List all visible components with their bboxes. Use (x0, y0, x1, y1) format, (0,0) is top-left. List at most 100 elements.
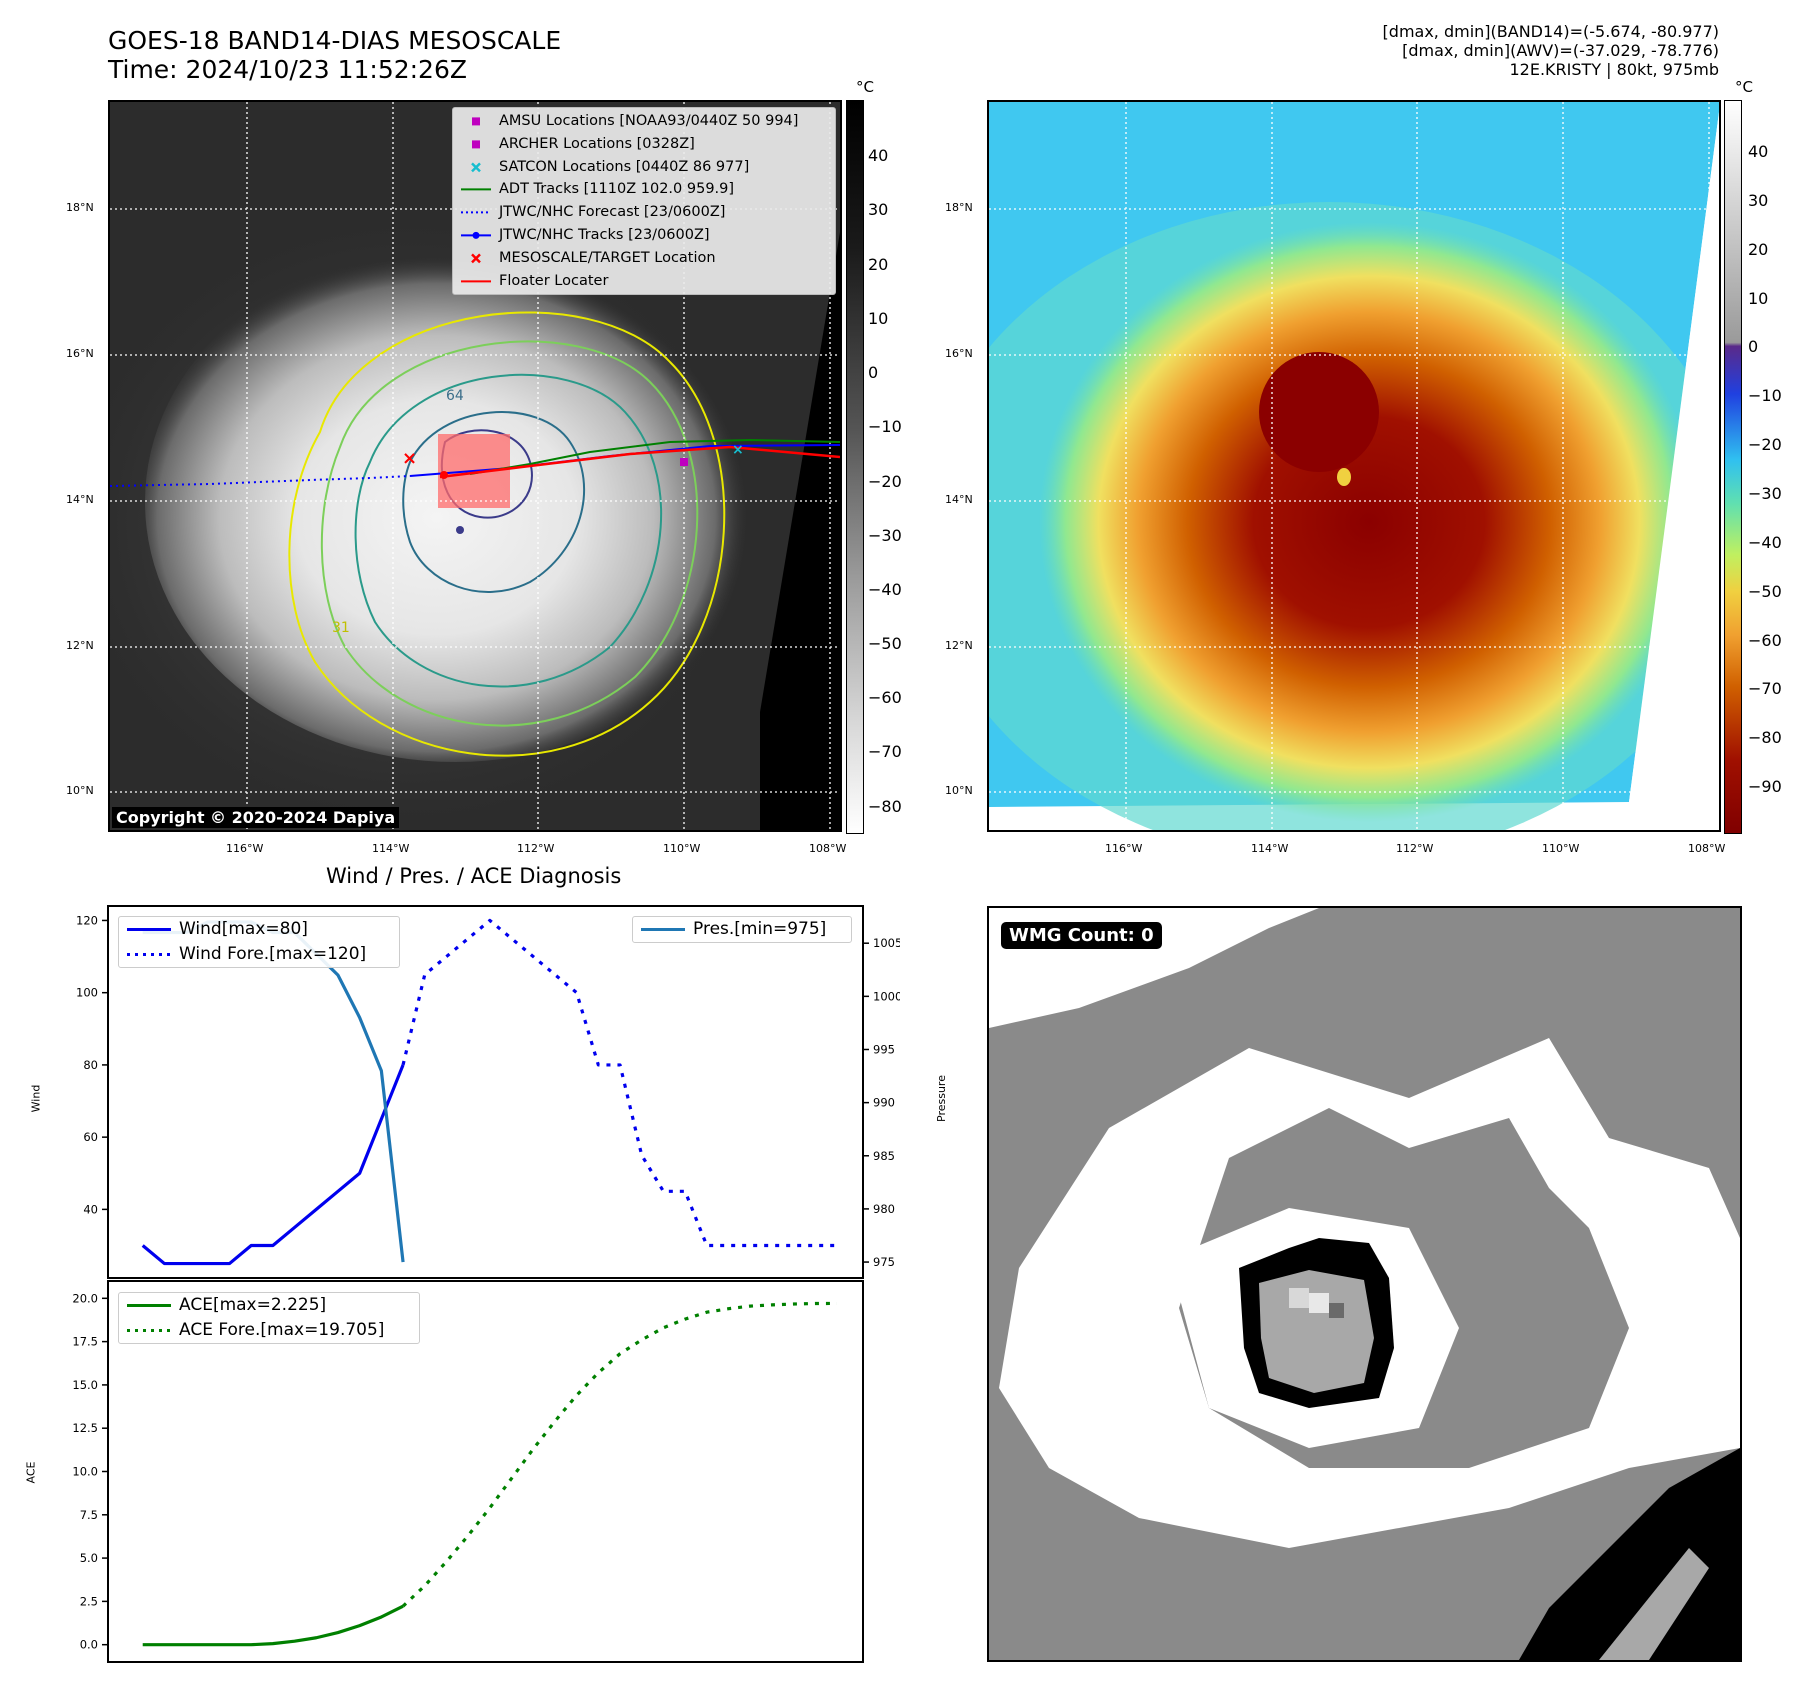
colorbar-tick: 10 (1748, 289, 1769, 308)
amsu-marker (680, 458, 688, 466)
colorbar-tick: −30 (1748, 484, 1782, 503)
satcon-marker: × (732, 442, 744, 458)
y2-tick-label: 985 (873, 1149, 895, 1163)
legend-item-amsu: AMSU Locations [NOAA93/0440Z 50 994] (453, 110, 835, 133)
lat-label: 10°N (945, 784, 973, 797)
y-tick-label: 7.5 (80, 1508, 98, 1522)
floater-track (439, 445, 840, 479)
y-tick-label: 20.0 (72, 1291, 98, 1305)
y-tick-label: 10.0 (72, 1465, 98, 1479)
lat-label: 18°N (945, 201, 973, 214)
colorbar-tick: −50 (868, 634, 902, 653)
lon-label: 110°W (663, 842, 701, 855)
lat-label: 12°N (945, 639, 973, 652)
copyright-label: Copyright © 2020-2024 Dapiya (112, 807, 400, 828)
lon-label: 114°W (372, 842, 410, 855)
y-tick-label: 17.5 (72, 1335, 98, 1349)
ir-grayscale-map: × × 64 31 AMSU Locations [NOAA93/0440Z 5… (108, 100, 842, 832)
colorbar-tick: −20 (1748, 435, 1782, 454)
eye (1337, 468, 1351, 486)
wind-legend: Wind[max=80] Wind Fore.[max=120] (118, 916, 400, 968)
adt-track (469, 438, 840, 475)
no-data-region (760, 102, 840, 830)
colorbar-tick: 30 (868, 200, 889, 219)
y-tick-label: 40 (83, 1202, 98, 1216)
legend-item-wind: Wind[max=80] (127, 919, 308, 939)
pressure-legend: Pres.[min=975] (632, 916, 852, 943)
lat-label: 14°N (945, 493, 973, 506)
ace-chart: 20.0 17.5 15.0 12.5 10.0 7.5 5.0 2.5 0.0 (72, 1280, 864, 1663)
y-tick-label: 80 (83, 1058, 98, 1072)
colorbar-tick: −80 (1748, 728, 1782, 747)
y-tick-label: 100 (76, 986, 98, 1000)
y2-tick-label: 990 (873, 1096, 895, 1110)
y-tick-label: 60 (83, 1130, 98, 1144)
y-tick-label: 120 (76, 913, 98, 927)
colorbar-tick: −30 (868, 526, 902, 545)
awv-color-map (987, 100, 1721, 832)
track-point (456, 526, 464, 534)
floater-point (440, 471, 448, 479)
colorbar-tick: 30 (1748, 191, 1769, 210)
y-tick-label: 15.0 (72, 1378, 98, 1392)
ace-legend: ACE[max=2.225] ACE Fore.[max=19.705] (118, 1292, 420, 1344)
colorbar-tick: 0 (1748, 337, 1759, 356)
wind-panel-title: Wind / Pres. / ACE Diagnosis (326, 864, 622, 888)
legend-item-adt: ADT Tracks [1110Z 102.0 959.9] (461, 181, 735, 198)
wmg-panel: WMG Count: 0 (987, 906, 1742, 1662)
forecast-track (110, 475, 411, 487)
lat-label: 12°N (66, 639, 94, 652)
contour-label-31: 31 (332, 620, 350, 636)
mesoscale-target-marker: × (402, 448, 417, 469)
colorbar-tick: 0 (868, 363, 879, 382)
ace-line (142, 1604, 404, 1647)
colorbar-tick: −10 (868, 417, 902, 436)
map-legend: AMSU Locations [NOAA93/0440Z 50 994] ARC… (452, 107, 836, 296)
legend-item-ace-forecast: ACE Fore.[max=19.705] (127, 1320, 385, 1340)
lon-label: 112°W (517, 842, 555, 855)
figure-info: [dmax, dmin](BAND14)=(-5.674, -80.977) [… (1382, 22, 1719, 79)
colorbar-tick: 40 (1748, 142, 1769, 161)
colorbar-tick: −10 (1748, 386, 1782, 405)
colorbar-tick: 10 (868, 309, 889, 328)
lon-label: 108°W (809, 842, 847, 855)
y-tick-label: 2.5 (80, 1594, 98, 1608)
legend-item-ace: ACE[max=2.225] (127, 1295, 327, 1315)
legend-item-floater: Floater Locater (461, 272, 609, 289)
lon-label: 110°W (1542, 842, 1580, 855)
y-tick-label: 5.0 (80, 1551, 98, 1565)
y2-tick-label: 1000 (873, 989, 900, 1003)
wmg-count-badge: WMG Count: 0 (1001, 922, 1162, 949)
colorbar-right (1724, 100, 1742, 834)
wind-axis-label: Wind (29, 1084, 43, 1113)
colorbar-tick: −70 (868, 742, 902, 761)
legend-item-wind-forecast: Wind Fore.[max=120] (127, 944, 367, 964)
colorbar-right-unit: °C (1735, 78, 1753, 96)
wind-pressure-chart: 120 100 80 60 40 1005 1000 995 990 985 980 975 (76, 905, 900, 1279)
lon-label: 114°W (1251, 842, 1289, 855)
legend-item-pressure: Pres.[min=975] (641, 919, 827, 939)
colorbar-tick: −60 (868, 688, 902, 707)
lon-label: 108°W (1688, 842, 1726, 855)
lat-label: 16°N (945, 347, 973, 360)
colorbar-tick: −60 (1748, 631, 1782, 650)
ace-forecast-line (401, 1301, 837, 1608)
colorbar-left (846, 100, 864, 834)
colorbar-tick: −20 (868, 472, 902, 491)
lat-label: 18°N (66, 201, 94, 214)
y2-tick-label: 995 (873, 1042, 895, 1056)
wind-forecast-line (401, 918, 837, 1248)
ace-axis-label: ACE (24, 1461, 38, 1484)
legend-item-archer: ARCHER Locations [0328Z] (453, 133, 835, 156)
lat-label: 14°N (66, 493, 94, 506)
y-tick-label: 12.5 (72, 1421, 98, 1435)
plot-frame (107, 905, 864, 1279)
awv-storm-core (1039, 222, 1699, 822)
wind-line (141, 1064, 405, 1266)
pressure-axis-label: Pressure (934, 1075, 948, 1122)
colorbar-tick: 40 (868, 146, 889, 165)
colorbar-tick: −90 (1748, 777, 1782, 796)
lon-label: 116°W (1105, 842, 1143, 855)
contour-label-64: 64 (446, 388, 464, 404)
y2-tick-label: 980 (873, 1202, 895, 1216)
